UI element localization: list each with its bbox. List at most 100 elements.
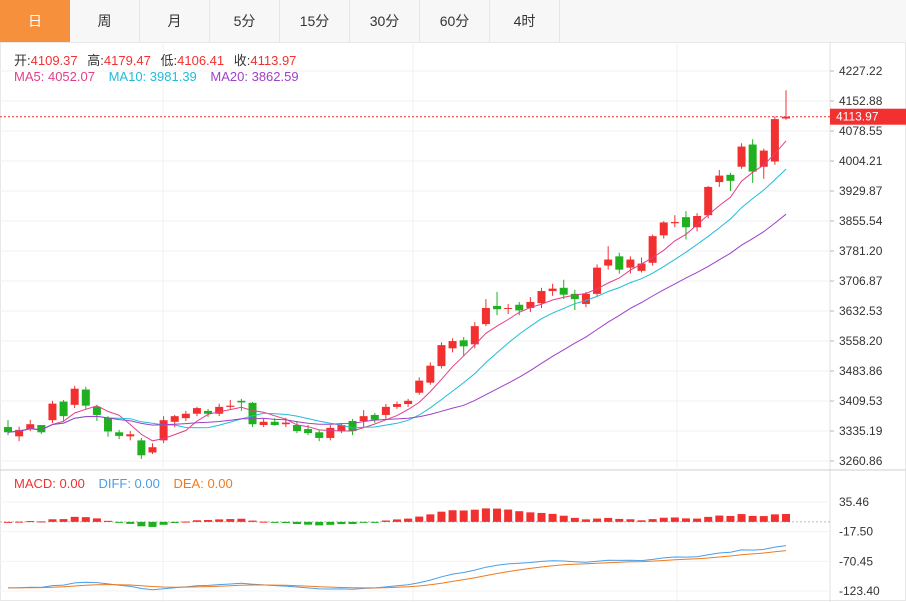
price-tick-label-9: 3558.20 (839, 334, 883, 348)
macd-bar (70, 516, 79, 522)
candle-body (326, 427, 335, 438)
tab-4hour[interactable]: 4时 (490, 0, 560, 42)
macd-bar (159, 521, 168, 525)
candle-body (304, 429, 313, 434)
ma10-value: 3981.39 (149, 69, 197, 84)
price-tick-label-6: 3781.20 (839, 244, 883, 258)
macd-bar (192, 520, 201, 522)
price-tick-label-7: 3706.87 (839, 274, 883, 288)
macd-bar (537, 512, 546, 522)
candle-body (115, 432, 124, 436)
macd-bar (448, 510, 457, 522)
candle-body (759, 150, 768, 167)
macd-bar (359, 521, 368, 523)
macd-bar (415, 516, 424, 522)
candle-body (604, 259, 613, 266)
ma5-value: 4052.07 (47, 69, 95, 84)
candle-body (192, 408, 201, 414)
macd-bar (437, 511, 446, 522)
tab-day[interactable]: 日 (0, 0, 70, 42)
tab-15min[interactable]: 15分 (280, 0, 350, 42)
macd-bar (170, 521, 179, 523)
candle-body (770, 119, 779, 162)
macd-label: MACD: (14, 476, 60, 491)
candle-body (637, 263, 646, 271)
high-value: 4179.47 (103, 53, 151, 68)
dea-label: DEA: (173, 476, 208, 491)
candle-body (726, 174, 735, 181)
macd-bar (115, 521, 124, 523)
candle-body (493, 305, 502, 310)
candle-body (459, 340, 468, 347)
macd-readout: MACD: 0.00 DIFF: 0.00 DEA: 0.00 (14, 476, 235, 491)
candle-body (126, 434, 135, 437)
macd-bar (292, 521, 301, 525)
candle-body (393, 404, 401, 407)
macd-bar (681, 518, 690, 522)
tab-week[interactable]: 周 (70, 0, 140, 42)
tab-5min[interactable]: 5分 (210, 0, 280, 42)
macd-bar (248, 520, 257, 522)
macd-bar (470, 509, 479, 522)
macd-bar (426, 514, 435, 522)
macd-bar (459, 510, 468, 522)
candle-body (26, 424, 35, 430)
macd-bar (670, 517, 679, 522)
macd-bar (715, 515, 724, 522)
macd-bar (659, 517, 668, 522)
price-tick-label-3: 4004.21 (839, 154, 883, 168)
macd-bar (181, 521, 190, 523)
candle-body (370, 414, 379, 420)
candle-body (137, 440, 146, 456)
macd-bar (770, 514, 779, 522)
candle-body (504, 307, 513, 309)
last-price-label: 4113.97 (836, 110, 879, 124)
ma5-label: MA5: (14, 69, 48, 84)
candle-body (626, 259, 635, 268)
candle-body (270, 421, 279, 426)
candle-body (693, 215, 702, 228)
tab-60min[interactable]: 60分 (420, 0, 490, 42)
price-tick-label-8: 3632.53 (839, 304, 883, 318)
tab-month[interactable]: 月 (140, 0, 210, 42)
ohlc-readout: 开:4109.37 高:4179.47 低:4106.41 收:4113.97 (14, 50, 298, 69)
candle-body (204, 410, 213, 414)
macd-bar (748, 515, 757, 522)
diff-value: 0.00 (134, 476, 160, 491)
ma5-line (7, 140, 787, 442)
candle-body (348, 420, 357, 432)
macd-bar (481, 508, 490, 522)
macd-bar (48, 519, 57, 522)
macd-bar (581, 519, 590, 522)
macd-bar (726, 515, 735, 522)
price-tick-label-1: 4152.88 (839, 94, 883, 108)
candle-body (215, 406, 224, 414)
macd-bar (137, 521, 146, 527)
ma20-line (7, 213, 787, 433)
high-label: 高: (87, 53, 104, 68)
candle-body (748, 144, 757, 172)
candle-body (337, 425, 346, 432)
candle-body (437, 345, 446, 367)
candle-body (48, 403, 57, 421)
macd-bar (559, 515, 568, 522)
candle-body (226, 405, 235, 407)
kline-chart[interactable]: 4227.22 4152.88 4078.55 4004.21 3929.87 3855.… (0, 42, 906, 602)
candle-body (681, 217, 690, 228)
candle-body (415, 380, 424, 393)
candle-body (37, 425, 46, 433)
macd-bar (782, 513, 790, 522)
macd-bar (759, 516, 768, 522)
macd-bar (693, 518, 702, 522)
macd-bar (104, 520, 113, 522)
macd-bar (348, 521, 357, 525)
candle-body (426, 365, 435, 383)
candle-body (515, 304, 524, 311)
macd-bar (281, 521, 290, 524)
macd-bar (259, 521, 268, 523)
tab-30min[interactable]: 30分 (350, 0, 420, 42)
price-tick-label-0: 4227.22 (839, 64, 883, 78)
candle-body (526, 301, 535, 308)
close-value: 4113.97 (250, 53, 297, 68)
macd-bar (515, 511, 524, 522)
